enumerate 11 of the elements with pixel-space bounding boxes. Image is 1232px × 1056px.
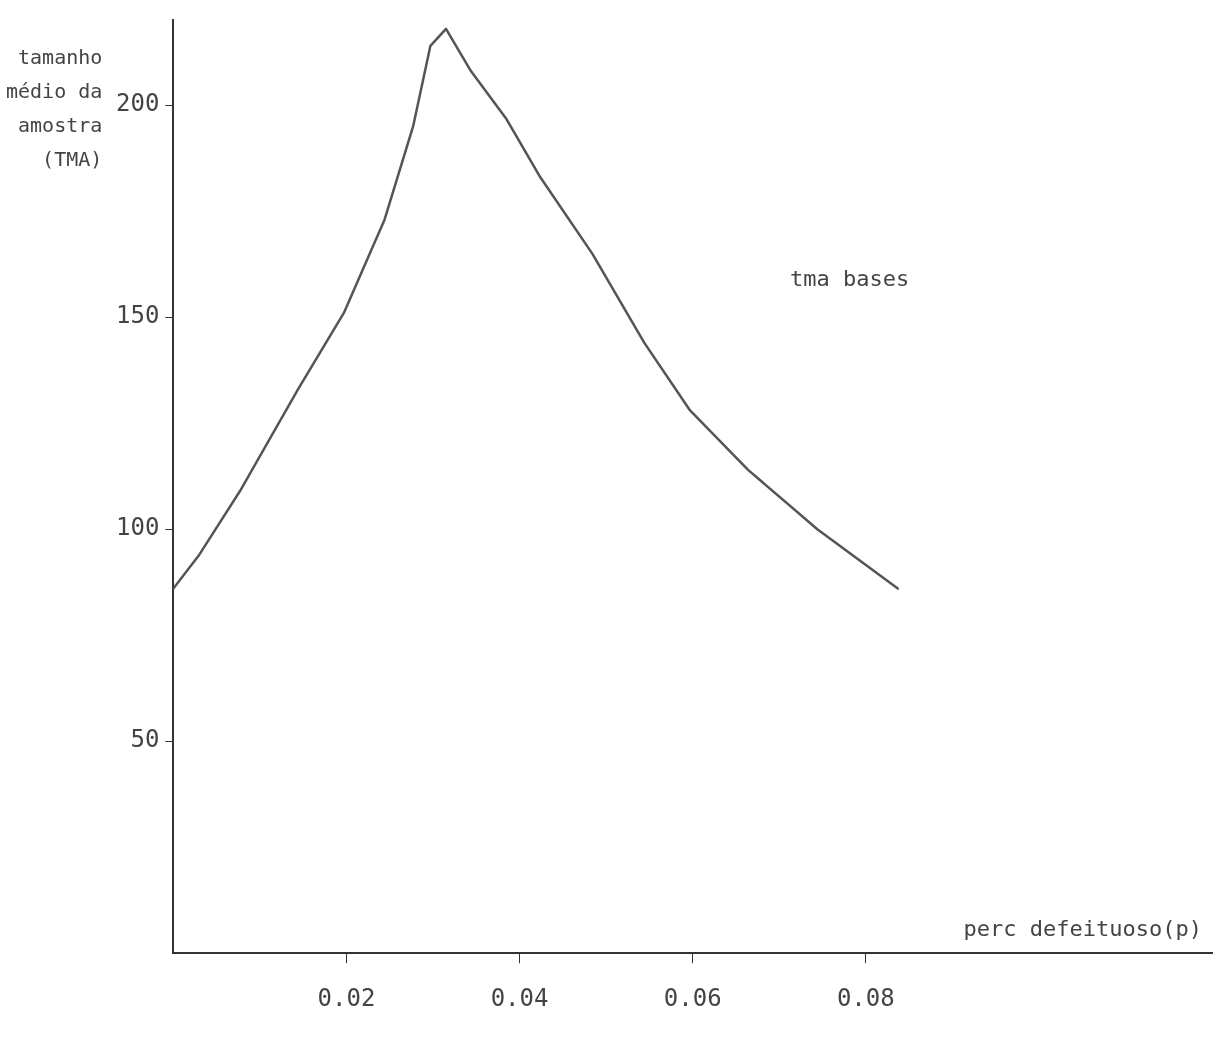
y-tick-label: 100 bbox=[115, 513, 160, 542]
y-tick-label: 200 bbox=[115, 89, 160, 118]
x-tick-label: 0.08 bbox=[836, 983, 895, 1012]
y-tick-label: 50 bbox=[130, 725, 160, 754]
x-tick-label: 0.02 bbox=[317, 983, 376, 1012]
text: tma bases bbox=[790, 266, 910, 292]
y-tick-label: 150 bbox=[115, 301, 160, 330]
y-axis-title: tamanho médio da amostra (TMA) bbox=[6, 44, 103, 173]
x-tick-label: 0.04 bbox=[490, 983, 549, 1012]
x-tick-label: 0.06 bbox=[663, 983, 722, 1012]
x-axis-title: perc defeituoso(p) bbox=[963, 915, 1202, 941]
